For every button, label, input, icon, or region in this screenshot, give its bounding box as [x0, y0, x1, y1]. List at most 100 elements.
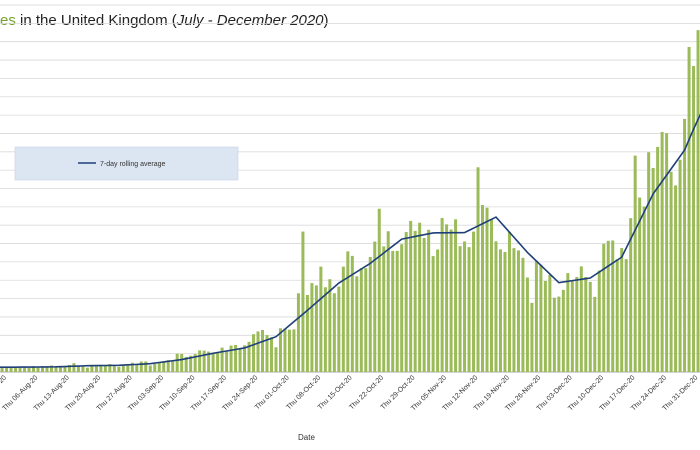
bar	[261, 329, 265, 372]
bar	[287, 329, 291, 372]
bar	[593, 296, 597, 372]
bar	[310, 283, 314, 372]
bar	[588, 281, 592, 372]
bar	[449, 229, 453, 372]
bar	[687, 46, 691, 373]
bar	[189, 355, 193, 372]
bar	[579, 266, 583, 372]
bar	[566, 273, 570, 372]
bar	[166, 360, 170, 372]
bar	[642, 206, 646, 372]
bar	[611, 240, 615, 372]
bar	[32, 366, 36, 372]
bar	[72, 363, 76, 372]
bar	[512, 248, 516, 372]
bar	[9, 366, 13, 372]
bar	[332, 293, 336, 372]
bar	[629, 218, 633, 372]
bar	[274, 347, 278, 372]
bar	[552, 297, 556, 372]
bar	[103, 365, 107, 372]
bar	[63, 367, 67, 372]
bar	[269, 337, 273, 372]
bar	[651, 167, 655, 372]
bar	[386, 231, 390, 372]
bar	[494, 241, 498, 372]
bar	[368, 257, 372, 372]
bar	[135, 364, 139, 372]
bar	[243, 345, 247, 372]
bar	[620, 248, 624, 372]
bar	[14, 367, 18, 372]
bar	[94, 365, 98, 372]
bar	[597, 270, 601, 372]
bar	[121, 364, 125, 372]
bar	[624, 259, 628, 372]
bar	[252, 334, 256, 372]
bar	[144, 361, 148, 372]
bar	[575, 276, 579, 372]
bar	[58, 365, 62, 372]
bar	[108, 364, 112, 372]
bar	[602, 243, 606, 372]
bar	[696, 30, 700, 373]
bar	[283, 328, 287, 372]
bar	[485, 207, 489, 372]
bar	[157, 362, 161, 372]
bar	[139, 361, 143, 372]
bar	[153, 364, 157, 372]
bar	[171, 360, 175, 372]
bar	[36, 366, 40, 372]
bar	[41, 366, 44, 372]
bar	[225, 351, 229, 372]
bar	[328, 279, 332, 372]
bar	[606, 240, 610, 372]
bar	[220, 347, 224, 372]
bar	[99, 364, 103, 372]
bar	[5, 366, 9, 372]
legend-box	[14, 146, 239, 181]
bar	[350, 255, 354, 372]
bar	[238, 348, 242, 372]
bar	[234, 344, 238, 372]
bar	[355, 276, 359, 372]
bar	[525, 277, 529, 372]
title-part: )	[324, 12, 329, 29]
bar	[76, 365, 80, 372]
bar	[683, 118, 687, 372]
bar	[678, 159, 682, 372]
bar	[467, 247, 471, 372]
bar	[427, 229, 431, 372]
bar	[436, 249, 440, 372]
bar	[669, 171, 673, 372]
bar	[534, 260, 538, 372]
title-part: es	[0, 12, 16, 29]
bar	[126, 365, 130, 372]
bar	[198, 350, 202, 372]
bar	[27, 367, 31, 372]
bar	[413, 230, 417, 372]
bar	[458, 246, 462, 372]
bar	[507, 231, 511, 372]
bar	[422, 237, 426, 372]
bar	[409, 220, 413, 372]
bar	[377, 208, 381, 372]
bar	[418, 222, 422, 372]
bar	[516, 250, 520, 372]
bar	[202, 350, 206, 372]
bar	[211, 353, 215, 372]
bar	[570, 280, 574, 372]
bar	[49, 365, 53, 372]
bar	[440, 217, 444, 372]
bar	[23, 367, 27, 372]
bar	[130, 362, 134, 372]
bar	[445, 224, 449, 372]
bar	[521, 257, 525, 372]
bar	[216, 353, 220, 372]
bar	[265, 335, 269, 372]
legend: 7-day rolling average	[14, 146, 239, 181]
bar	[301, 231, 305, 372]
bar	[54, 367, 58, 372]
bar	[0, 366, 4, 372]
